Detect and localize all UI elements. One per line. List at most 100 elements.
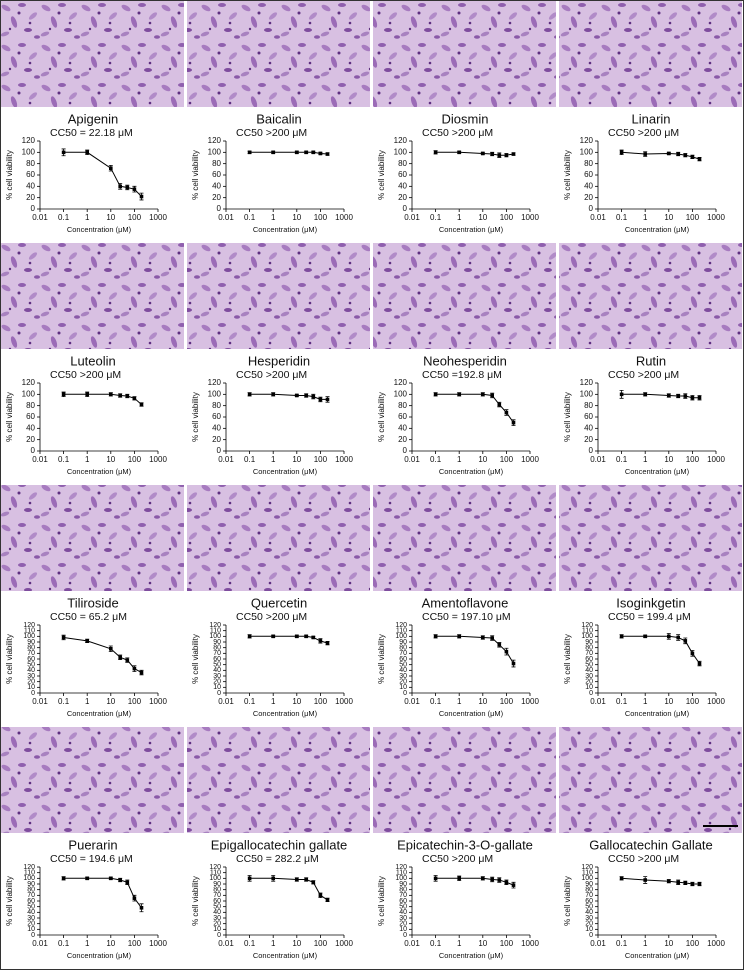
curve bbox=[249, 151, 328, 155]
x-tick-label: 1 bbox=[85, 939, 90, 948]
data-point bbox=[271, 876, 275, 881]
x-tick-label: 10 bbox=[478, 697, 487, 706]
x-axis-label: Concentration (μM) bbox=[625, 709, 690, 718]
x-tick-label: 1 bbox=[457, 697, 462, 706]
data-point bbox=[683, 639, 688, 643]
y-tick-label: 10 bbox=[585, 926, 593, 933]
data-point bbox=[481, 876, 485, 881]
x-tick-label: 1000 bbox=[707, 213, 725, 222]
y-tick-label: 40 bbox=[26, 423, 35, 432]
x-axis-label: Concentration (μM) bbox=[625, 225, 690, 234]
y-tick-label: 10 bbox=[27, 684, 35, 691]
x-tick-label: 100 bbox=[500, 455, 514, 464]
x-tick-label: 1 bbox=[271, 455, 276, 464]
chart-title: Gallocatechin Gallate bbox=[589, 837, 713, 852]
data-point bbox=[325, 397, 330, 402]
y-tick-label: 100 bbox=[580, 147, 594, 156]
y-tick-label: 30 bbox=[213, 673, 221, 680]
chart-title: Hesperidin bbox=[248, 353, 310, 368]
x-tick-label: 0.01 bbox=[590, 697, 606, 706]
x-tick-label: 0.01 bbox=[32, 455, 48, 464]
data-point bbox=[497, 153, 502, 157]
annotation: CC50 = 22.18 μM bbox=[50, 127, 133, 139]
data-point bbox=[433, 876, 438, 881]
micrograph bbox=[187, 727, 370, 833]
y-tick-label: 100 bbox=[395, 875, 407, 882]
y-tick-label: 70 bbox=[213, 650, 221, 657]
data-point bbox=[490, 636, 494, 640]
y-axis-label: % cell viability bbox=[191, 150, 200, 200]
data-point bbox=[683, 394, 688, 398]
annotation: CC50 >200 μM bbox=[422, 853, 493, 865]
x-tick-label: 0.1 bbox=[58, 697, 70, 706]
y-tick-label: 40 bbox=[212, 181, 221, 190]
x-axis-label: Concentration (μM) bbox=[253, 467, 318, 476]
y-tick-label: 40 bbox=[399, 909, 407, 916]
y-axis-label: % cell viability bbox=[563, 876, 572, 926]
y-tick-label: 100 bbox=[208, 147, 222, 156]
annotation: CC50 = 194.6 μM bbox=[50, 853, 133, 865]
x-tick-label: 1000 bbox=[521, 213, 539, 222]
data-point bbox=[697, 882, 702, 886]
curve bbox=[63, 393, 142, 405]
x-tick-label: 10 bbox=[106, 213, 115, 222]
data-point bbox=[325, 641, 330, 645]
chart-title: Baicalin bbox=[256, 111, 302, 126]
y-tick-label: 70 bbox=[585, 650, 593, 657]
data-point bbox=[481, 635, 485, 640]
data-point bbox=[457, 634, 461, 639]
micrograph bbox=[373, 243, 556, 349]
data-point bbox=[125, 394, 130, 398]
chart-title: Puerarin bbox=[68, 837, 117, 852]
data-point bbox=[667, 634, 671, 639]
y-tick-label: 0 bbox=[403, 446, 408, 455]
x-tick-label: 100 bbox=[686, 939, 700, 948]
y-tick-label: 110 bbox=[396, 870, 407, 877]
y-tick-label: 110 bbox=[210, 628, 221, 635]
x-axis-label: Concentration (μM) bbox=[625, 467, 690, 476]
data-point bbox=[457, 392, 461, 397]
data-point bbox=[497, 402, 502, 407]
y-tick-label: 80 bbox=[585, 645, 593, 652]
x-tick-label: 1 bbox=[643, 939, 648, 948]
data-point bbox=[690, 155, 695, 159]
data-point bbox=[619, 392, 624, 397]
y-tick-label: 60 bbox=[399, 656, 407, 663]
x-tick-label: 0.1 bbox=[58, 939, 70, 948]
micrograph bbox=[559, 727, 742, 833]
data-point bbox=[271, 150, 275, 155]
y-tick-label: 120 bbox=[395, 622, 407, 629]
data-point bbox=[125, 658, 130, 662]
y-tick-label: 40 bbox=[26, 181, 35, 190]
data-point bbox=[697, 661, 702, 666]
y-tick-label: 0 bbox=[589, 446, 594, 455]
y-tick-label: 20 bbox=[398, 193, 407, 202]
x-tick-label: 0.1 bbox=[616, 455, 628, 464]
data-point bbox=[690, 882, 695, 886]
data-point bbox=[490, 393, 494, 398]
y-tick-label: 90 bbox=[213, 881, 221, 888]
x-tick-label: 1 bbox=[643, 455, 648, 464]
y-axis-label: % cell viability bbox=[377, 150, 386, 200]
y-tick-label: 30 bbox=[585, 915, 593, 922]
data-point bbox=[139, 906, 144, 910]
data-point bbox=[497, 878, 502, 882]
x-tick-label: 10 bbox=[478, 213, 487, 222]
y-tick-label: 30 bbox=[27, 673, 35, 680]
annotation: CC50 >200 μM bbox=[236, 611, 307, 623]
y-tick-label: 100 bbox=[394, 147, 408, 156]
x-tick-label: 100 bbox=[314, 939, 328, 948]
y-tick-label: 100 bbox=[581, 875, 593, 882]
x-tick-label: 100 bbox=[686, 455, 700, 464]
data-point bbox=[318, 893, 323, 898]
y-tick-label: 10 bbox=[213, 926, 221, 933]
x-tick-label: 100 bbox=[128, 697, 142, 706]
data-point bbox=[481, 392, 485, 397]
y-tick-label: 80 bbox=[585, 887, 593, 894]
y-tick-label: 40 bbox=[27, 909, 35, 916]
y-axis-label: % cell viability bbox=[377, 876, 386, 926]
y-tick-label: 0 bbox=[217, 932, 221, 939]
y-tick-label: 100 bbox=[23, 875, 35, 882]
micrograph bbox=[1, 727, 184, 833]
micrograph bbox=[373, 1, 556, 107]
